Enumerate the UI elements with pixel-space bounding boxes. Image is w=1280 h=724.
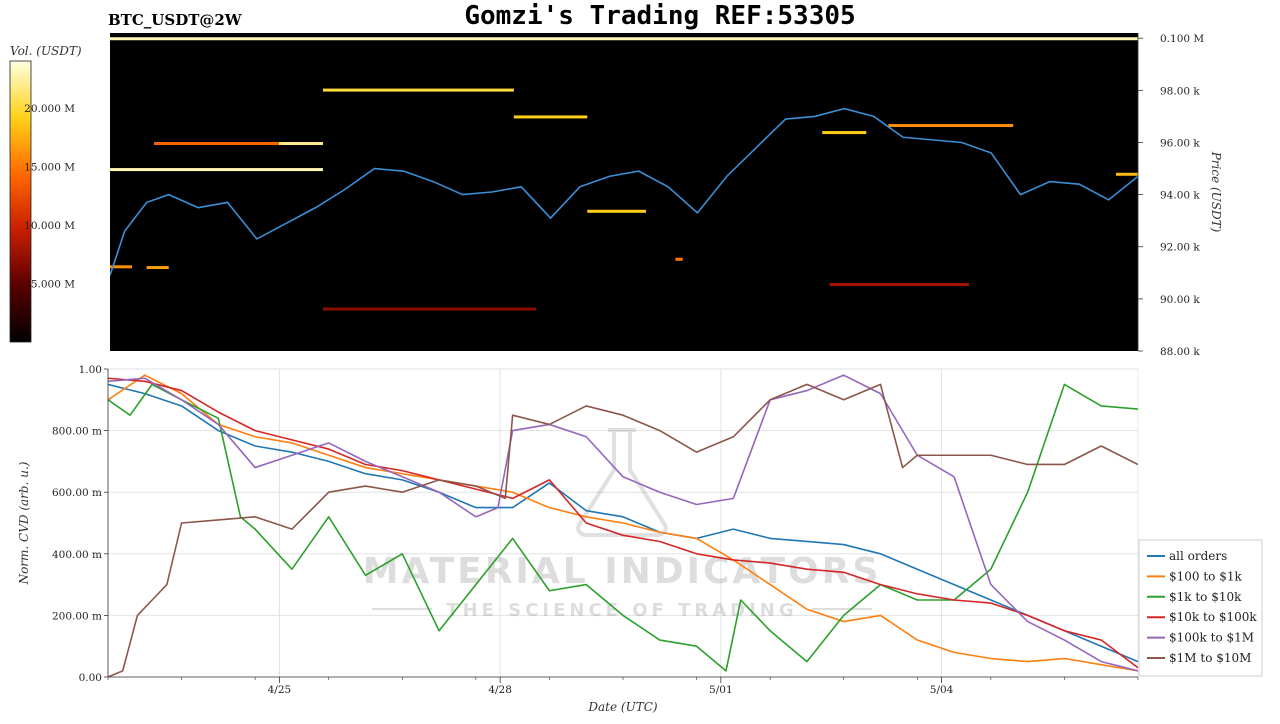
heatmap-level	[146, 266, 169, 270]
heatmap-level	[322, 307, 536, 311]
price-axis-label: Price (USDT)	[1209, 151, 1223, 233]
colorbar-tick-label: 15.000 M	[24, 161, 75, 173]
colorbar-tick-label: 10.000 M	[24, 220, 75, 232]
cvd-axis-label: Norm. CVD (arb. u.)	[17, 461, 31, 585]
legend-entry: $1M to $10M	[1169, 651, 1251, 665]
cvd-y-tick-label: 800.00 m	[52, 426, 102, 438]
cvd-y-tick-label: 400.00 m	[52, 549, 102, 561]
cvd-axes: 1.00 800.00 m 600.00 m 400.00 m 200.00 m 0.00…	[52, 364, 1139, 696]
legend-entry: all orders	[1169, 549, 1227, 563]
price-tick-label: 88.00 k	[1160, 346, 1200, 358]
cvd-series	[108, 374, 1138, 677]
cvd-x-tick-label: 4/28	[488, 684, 512, 696]
heatmap-background	[110, 33, 1138, 351]
heatmap-level	[888, 124, 1014, 128]
heatmap-levels	[110, 37, 1138, 311]
price-tick-label: 98.00 k	[1160, 85, 1200, 97]
price-tick-label: 96.00 k	[1160, 137, 1200, 149]
price-tick-label: 92.00 k	[1160, 242, 1200, 254]
heatmap-level	[110, 37, 1138, 41]
cvd-x-tick-label: 5/01	[709, 684, 733, 696]
watermark: MATERIAL INDICATORS THE SCIENCE OF TRADI…	[363, 428, 882, 621]
cvd-series-line	[108, 377, 1138, 669]
date-axis-label: Date (UTC)	[587, 700, 657, 714]
symbol-label: BTC_USDT@2W	[108, 11, 243, 29]
colorbar-label: Vol. (USDT)	[10, 44, 82, 58]
cvd-y-tick-label: 0.00	[79, 672, 102, 684]
cvd-series-line	[108, 383, 1138, 672]
heatmap-level	[822, 131, 867, 135]
cvd-x-tick-label: 5/04	[930, 684, 954, 696]
heatmap-level	[110, 265, 133, 269]
heatmap-level	[675, 257, 683, 261]
legend-entry: $100 to $1k	[1169, 569, 1242, 583]
cvd-series-line	[108, 374, 1138, 672]
legend-entry: $1k to $10k	[1169, 590, 1242, 604]
price-tick-label: 94.00 k	[1160, 190, 1200, 202]
price-tick-label: 90.00 k	[1160, 294, 1200, 306]
price-line	[110, 107, 1138, 276]
legend: all orders $100 to $1k $1k to $10k $10k to …	[1138, 539, 1263, 677]
cvd-series-line	[108, 374, 1138, 672]
chart-title: Gomzi's Trading REF:53305	[464, 1, 855, 31]
heatmap-level	[154, 142, 279, 146]
legend-box	[1138, 539, 1263, 677]
colorbar-tick-label: 5.000 M	[31, 278, 75, 290]
legend-entry: $10k to $100k	[1169, 610, 1257, 624]
heatmap-level	[829, 283, 970, 287]
heatmap-level	[278, 142, 323, 146]
heatmap-level	[1115, 172, 1138, 176]
cvd-y-tick-label: 200.00 m	[52, 610, 102, 622]
cvd-x-tick-label: 4/25	[268, 684, 292, 696]
cvd-y-tick-label: 1.00	[79, 364, 102, 376]
watermark-line1: MATERIAL INDICATORS	[363, 551, 882, 592]
heatmap-level	[513, 115, 588, 119]
cvd-series-line	[108, 383, 1138, 677]
cvd-y-tick-label: 600.00 m	[52, 487, 102, 499]
watermark-line2: THE SCIENCE OF TRADING	[446, 600, 797, 621]
colorbar	[9, 60, 32, 343]
heatmap-level	[587, 209, 647, 213]
price-tick-label: 0.100 M	[1160, 33, 1204, 45]
legend-entry: $100k to $1M	[1169, 631, 1254, 645]
colorbar-tick-label: 20.000 M	[24, 103, 75, 115]
heatmap-level	[110, 168, 323, 172]
heatmap-level	[322, 88, 514, 92]
colorbar-ticks: 20.000 M 15.000 M 10.000 M 5.000 M	[24, 103, 75, 291]
price-axis: 0.100 M 98.00 k 96.00 k 94.00 k 92.00 k 90.00…	[1137, 33, 1204, 358]
